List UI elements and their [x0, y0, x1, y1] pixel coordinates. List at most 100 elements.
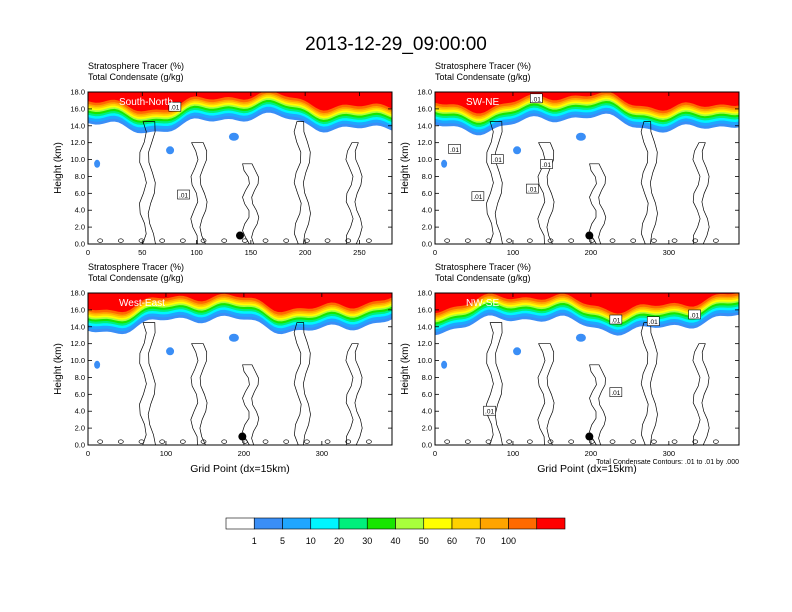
x-tick-label: 250	[353, 248, 366, 257]
x-tick-label: 300	[663, 449, 676, 458]
colorbar-swatch	[423, 517, 453, 530]
contour-line	[692, 343, 710, 445]
x-tick-label: 0	[433, 449, 437, 458]
contour-line	[293, 322, 311, 445]
transect-label: West-East	[119, 298, 165, 309]
y-tick-label: 10.0	[417, 155, 432, 164]
y-tick-label: 16.0	[70, 305, 85, 314]
contour-cell	[304, 238, 310, 243]
contour-cell	[345, 238, 352, 243]
panel-title-line: Stratosphere Tracer (%)	[88, 262, 184, 272]
contour-cell	[221, 439, 228, 444]
panel-3: Stratosphere Tracer (%)Total Condensate …	[53, 262, 393, 475]
y-tick-label: 10.0	[70, 155, 85, 164]
y-tick-label: 4.0	[75, 206, 85, 215]
tracer-patch	[441, 360, 448, 369]
colorbar-label: 20	[334, 536, 344, 546]
plot-frame	[87, 91, 393, 245]
tracer-band	[435, 293, 739, 314]
tracer-field	[88, 92, 392, 244]
location-marker	[585, 231, 594, 240]
panel-title-line: Total Condensate (g/kg)	[435, 273, 531, 283]
x-tick-label: 100	[507, 248, 520, 257]
contour-label: .01	[532, 96, 541, 103]
tracer-field	[88, 293, 392, 445]
contour-label: .01	[493, 157, 502, 164]
tracer-patch	[441, 159, 448, 168]
panel-title-line: Total Condensate (g/kg)	[435, 72, 531, 82]
y-tick-label: 2.0	[422, 223, 432, 232]
colorbar-swatch	[225, 517, 255, 530]
x-tick-label: 150	[245, 248, 258, 257]
contour-cell	[713, 439, 719, 444]
contour-line	[589, 163, 607, 244]
contour-cell	[366, 439, 372, 444]
colorbar-swatch	[508, 517, 538, 530]
contour-cell	[138, 238, 145, 243]
contour-label-box	[177, 189, 190, 200]
tracer-patch	[94, 360, 101, 369]
contour-line	[640, 322, 658, 445]
y-tick-label: 16.0	[70, 104, 85, 113]
contour-cell	[526, 238, 533, 243]
x-tick-label: 0	[433, 248, 437, 257]
contour-cell	[262, 238, 269, 243]
contour-cell	[221, 238, 228, 243]
contour-label-box	[530, 93, 543, 104]
contour-label-box	[491, 154, 504, 164]
contour-cell	[589, 238, 595, 243]
contour-cell	[97, 238, 104, 243]
tracer-patch	[228, 132, 239, 141]
contour-cell	[262, 439, 269, 444]
y-tick-label: 0.0	[422, 441, 432, 450]
y-tick-label: 18.0	[417, 289, 432, 298]
contour-cell	[671, 238, 678, 243]
contour-label-box	[688, 309, 701, 320]
contour-line	[190, 142, 208, 244]
y-tick-label: 12.0	[417, 138, 432, 147]
contour-cell	[506, 238, 513, 243]
contour-line	[139, 121, 156, 244]
contour-line	[345, 343, 363, 445]
contour-label-box	[483, 405, 496, 416]
contour-cell	[506, 439, 513, 444]
plot-frame	[434, 292, 740, 446]
panel-title-line: Total Condensate (g/kg)	[88, 273, 184, 283]
colorbar: 1 5 10 20 30 40 50 60 70 100	[225, 517, 566, 546]
colorbar-swatch	[366, 517, 396, 530]
contour-cell	[283, 439, 290, 444]
contour-line	[242, 364, 260, 445]
y-axis-label: Height (km)	[53, 343, 64, 395]
x-tick-label: 200	[585, 248, 598, 257]
x-tick-label: 100	[160, 449, 173, 458]
y-tick-label: 4.0	[422, 206, 432, 215]
contour-label: .01	[528, 187, 537, 194]
plot-frame	[87, 292, 393, 446]
condensate-contours	[444, 121, 719, 244]
x-tick-label: 200	[585, 449, 598, 458]
y-tick-label: 10.0	[417, 356, 432, 365]
contour-cell	[485, 238, 492, 243]
contour-cell	[630, 238, 637, 243]
contour-cell	[444, 238, 451, 243]
colorbar-swatch	[451, 517, 481, 530]
contour-cell	[651, 238, 657, 243]
y-tick-label: 6.0	[75, 390, 85, 399]
contour-line	[537, 142, 555, 244]
y-tick-label: 14.0	[417, 322, 432, 331]
contour-label: .01	[179, 193, 188, 200]
colorbar-swatch	[536, 517, 566, 530]
y-tick-label: 18.0	[70, 88, 85, 97]
contour-label-box	[540, 159, 553, 169]
y-tick-label: 2.0	[75, 223, 85, 232]
tracer-patch	[575, 333, 586, 342]
tracer-field	[435, 92, 739, 244]
y-tick-label: 4.0	[75, 407, 85, 416]
y-tick-label: 14.0	[417, 121, 432, 130]
location-marker	[238, 432, 247, 441]
transect-label: South-North	[119, 97, 173, 108]
tracer-patch	[575, 132, 586, 141]
contour-cell	[324, 439, 331, 444]
y-tick-label: 6.0	[422, 390, 432, 399]
location-marker	[585, 432, 594, 441]
